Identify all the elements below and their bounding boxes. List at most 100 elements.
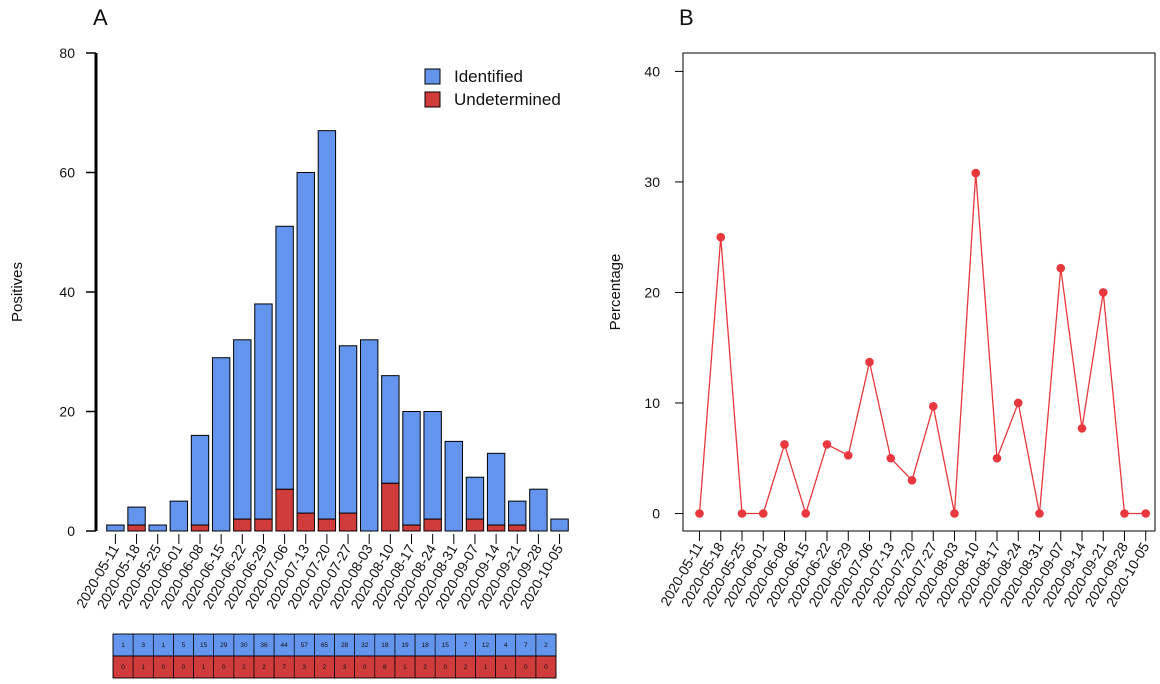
bar-undetermined — [127, 524, 146, 532]
data-point — [780, 440, 789, 449]
panel-b-y-axis-title: Percentage — [607, 254, 624, 331]
table-cell-value: 65 — [321, 642, 329, 649]
count-table: 1 3 1 5 15 29 30 36 44 57 65 28 32 18 19 18 15 7 12 4 7 20 1 0 0… — [112, 633, 557, 679]
table-cell-value: 0 — [443, 664, 447, 671]
panel-a-bars — [106, 130, 569, 532]
bar-identified — [444, 440, 464, 532]
table-cell-value: 2 — [544, 642, 548, 649]
table-cell-value: 30 — [240, 642, 248, 649]
panel-b-x-axis: 2020-05-112020-05-182020-05-252020-06-01… — [657, 530, 1152, 610]
table-cell-value: 2 — [423, 664, 427, 671]
panel-a-y-axis: 0 20 40 60 80 — [59, 45, 98, 539]
bar-undetermined — [275, 488, 294, 532]
bar-undetermined — [254, 518, 273, 532]
data-point — [822, 440, 832, 449]
bar-identified — [486, 452, 506, 526]
table-cell-value: 5 — [182, 642, 186, 649]
table-cell-value: 1 — [141, 664, 145, 671]
bar-identified — [169, 500, 189, 532]
table-cell-value: 3 — [343, 664, 347, 671]
table-cell-value: 18 — [381, 642, 389, 649]
panel-a-label: A — [93, 5, 108, 30]
data-point — [950, 509, 959, 518]
data-point — [1141, 509, 1151, 518]
bar-identified — [360, 339, 379, 532]
bar-identified — [529, 488, 548, 532]
y-tick-label: 0 — [652, 506, 660, 522]
table-cell-value: 7 — [282, 664, 286, 671]
bar-identified — [550, 518, 569, 532]
table-cell-value: 0 — [363, 664, 367, 671]
table-cell-value: 1 — [121, 642, 125, 649]
table-cell-value: 18 — [421, 642, 429, 649]
table-cell-value: 28 — [341, 642, 349, 649]
bar-undetermined — [486, 524, 506, 532]
y-tick-label: 40 — [59, 284, 75, 300]
table-cell-value: 2 — [464, 664, 468, 671]
bar-undetermined — [317, 518, 337, 532]
panel-b-line — [695, 168, 1151, 518]
bar-identified — [233, 339, 252, 520]
table-cell-value: 0 — [182, 664, 186, 671]
bar-identified — [275, 225, 294, 490]
bar-identified — [190, 434, 210, 526]
table-cell-value: 1 — [162, 642, 166, 649]
data-point — [1098, 288, 1108, 297]
legend-identified-swatch — [424, 68, 441, 85]
data-point — [865, 357, 874, 367]
bar-identified — [317, 130, 337, 520]
y-tick-label: 30 — [644, 174, 660, 190]
data-point — [992, 453, 1002, 463]
table-cell-value: 3 — [141, 642, 145, 649]
bar-identified — [508, 500, 527, 526]
legend: Identified Undetermined — [424, 67, 561, 109]
bar-undetermined — [190, 524, 210, 532]
panel-b-label: B — [679, 5, 694, 30]
bar-identified — [338, 345, 358, 514]
table-cell-value: 1 — [403, 664, 407, 671]
legend-undetermined-label: Undetermined — [454, 90, 561, 109]
table-cell-value: 32 — [361, 642, 369, 649]
bar-identified — [127, 506, 146, 526]
table-cell-value: 4 — [504, 642, 508, 649]
table-cell-value: 57 — [301, 642, 309, 649]
panel-a-y-axis-title: Positives — [9, 262, 26, 322]
table-cell-value: 3 — [302, 664, 306, 671]
data-point — [971, 168, 981, 178]
y-tick-label: 60 — [59, 165, 75, 181]
table-cell — [535, 655, 557, 679]
legend-identified-label: Identified — [454, 67, 523, 86]
data-point — [1013, 398, 1023, 408]
data-point — [907, 476, 917, 485]
bar-undetermined — [381, 482, 400, 532]
panel-b-y-axis: 0 10 20 30 40 — [644, 63, 683, 522]
data-point — [695, 509, 704, 518]
table-cell-value: 29 — [220, 642, 228, 649]
table-cell-value: 7 — [524, 642, 528, 649]
table-cell-value: 15 — [442, 642, 450, 649]
table-cell-value: 44 — [281, 642, 289, 649]
table-cell-value: 19 — [401, 642, 409, 649]
y-tick-label: 80 — [59, 45, 75, 61]
bar-undetermined — [465, 518, 485, 532]
panel-a-x-axis: 2020-05-112020-05-182020-05-252020-06-01… — [73, 534, 566, 612]
data-point — [1077, 424, 1087, 433]
data-point — [1056, 263, 1066, 273]
y-tick-label: 40 — [644, 63, 660, 79]
table-cell-value: 2 — [323, 664, 327, 671]
panel-b: B 0 10 20 30 40 2020-05-112020-05-182020-05-… — [607, 5, 1156, 610]
table-cell-value: 0 — [524, 664, 528, 671]
bar-identified — [423, 411, 442, 520]
bar-identified — [402, 411, 421, 526]
data-point — [843, 451, 853, 460]
bar-identified — [254, 303, 273, 520]
data-point — [1120, 509, 1129, 518]
bar-identified — [106, 524, 125, 532]
table-cell-value: 15 — [200, 642, 208, 649]
table-cell-value: 8 — [383, 664, 387, 671]
y-tick-label: 20 — [644, 284, 660, 300]
bar-identified — [465, 476, 485, 520]
bar-identified — [381, 375, 400, 484]
